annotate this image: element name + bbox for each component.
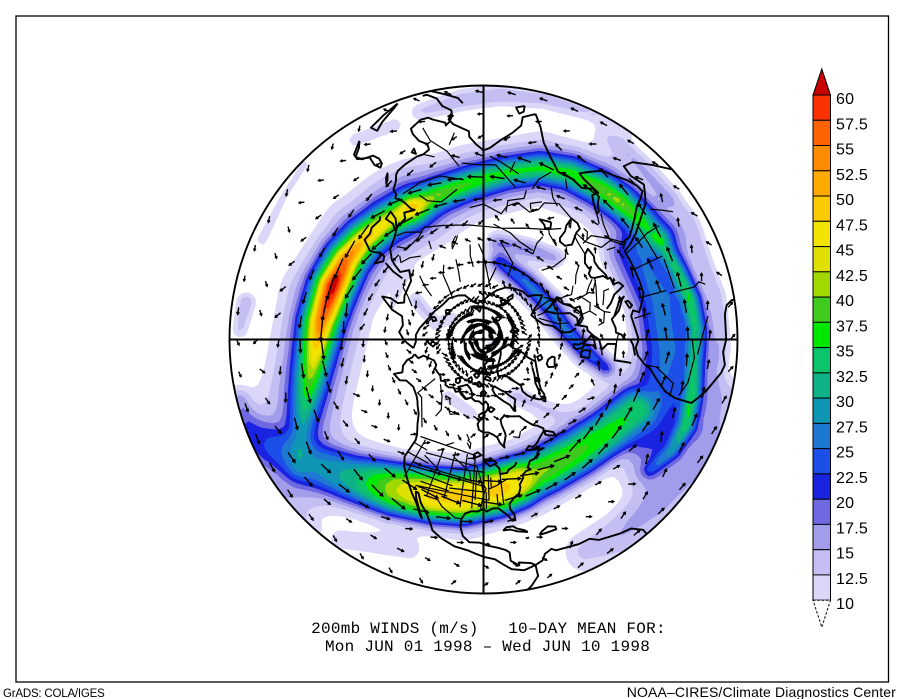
svg-text:47.5: 47.5 xyxy=(836,217,868,234)
svg-text:42.5: 42.5 xyxy=(836,268,868,285)
svg-text:20: 20 xyxy=(836,495,854,512)
svg-text:200mb WINDS (m/s) 10–DAY MEA: 200mb WINDS (m/s) 10–DAY MEAN FOR: xyxy=(311,620,666,638)
svg-text:30: 30 xyxy=(836,394,854,411)
svg-text:57.5: 57.5 xyxy=(836,116,868,133)
svg-text:60: 60 xyxy=(836,91,854,108)
svg-text:25: 25 xyxy=(836,445,854,462)
svg-text:22.5: 22.5 xyxy=(836,470,868,487)
svg-text:55: 55 xyxy=(836,142,854,159)
svg-text:17.5: 17.5 xyxy=(836,520,868,537)
svg-text:Mon JUN 01 1998 – Wed JUN 10 1: Mon JUN 01 1998 – Wed JUN 10 1998 xyxy=(325,638,650,656)
svg-text:GrADS: COLA/IGES: GrADS: COLA/IGES xyxy=(3,688,105,699)
svg-text:12.5: 12.5 xyxy=(836,571,868,588)
svg-text:15: 15 xyxy=(836,546,854,563)
svg-text:40: 40 xyxy=(836,293,854,310)
svg-text:35: 35 xyxy=(836,344,854,361)
svg-text:45: 45 xyxy=(836,243,854,260)
svg-text:50: 50 xyxy=(836,192,854,209)
svg-text:27.5: 27.5 xyxy=(836,419,868,436)
svg-text:10: 10 xyxy=(836,596,854,613)
svg-text:32.5: 32.5 xyxy=(836,369,868,386)
svg-text:52.5: 52.5 xyxy=(836,167,868,184)
svg-text:37.5: 37.5 xyxy=(836,318,868,335)
svg-text:NOAA–CIRES/Climate Diagnostics: NOAA–CIRES/Climate Diagnostics Center xyxy=(627,684,896,699)
